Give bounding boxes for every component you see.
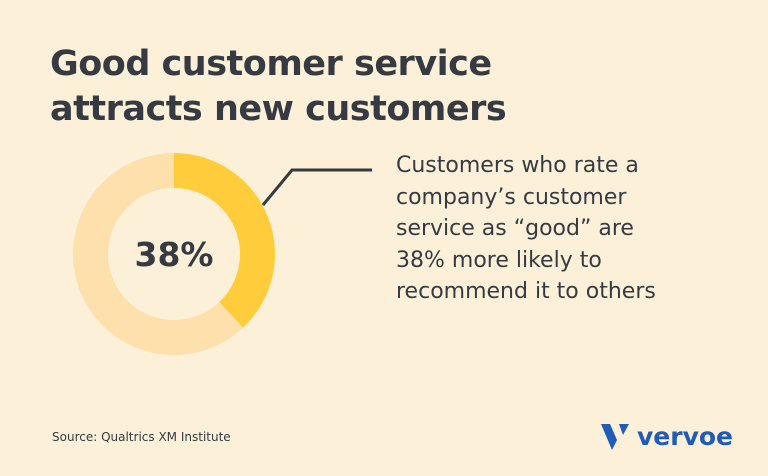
description-line: recommend it to others: [396, 279, 656, 304]
vervoe-logo: vervoe: [601, 424, 733, 450]
vervoe-v-icon: [601, 424, 629, 450]
logo-text: vervoe: [637, 422, 734, 451]
center-label: 38%: [135, 235, 214, 274]
leader-line: [261, 168, 372, 206]
page-title: Good customer service attracts new custo…: [50, 42, 507, 132]
donut-slice-remainder: [72, 153, 244, 355]
title-line: attracts new customers: [50, 89, 507, 129]
description-line: company’s customer: [396, 184, 627, 210]
description-line: Customers who rate a: [396, 153, 639, 178]
description: Customers who rate a company’s customer …: [396, 150, 656, 308]
source-note: Source: Qualtrics XM Institute: [52, 430, 231, 444]
donut-slice-38-percent: [174, 153, 275, 328]
title-line: Good customer service: [50, 44, 492, 84]
description-line: service as “good” are: [396, 216, 634, 241]
description-line: 38% more likely to: [396, 247, 602, 273]
